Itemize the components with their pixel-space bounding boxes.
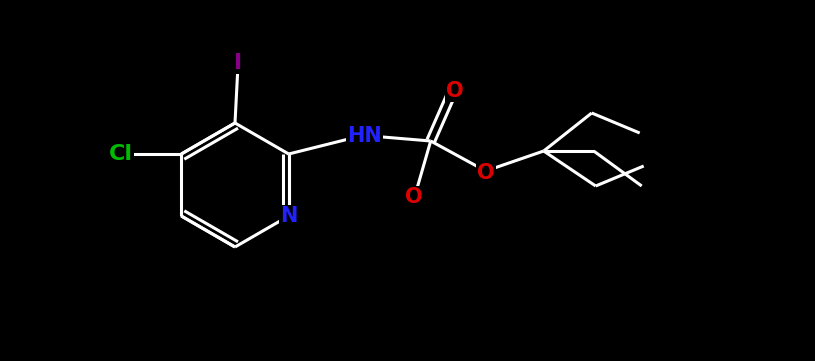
Text: O: O xyxy=(405,187,422,207)
Text: HN: HN xyxy=(347,126,382,146)
Text: O: O xyxy=(446,81,464,101)
Text: O: O xyxy=(477,163,495,183)
Text: I: I xyxy=(234,53,242,73)
Text: Cl: Cl xyxy=(109,144,134,164)
Text: N: N xyxy=(280,206,297,226)
